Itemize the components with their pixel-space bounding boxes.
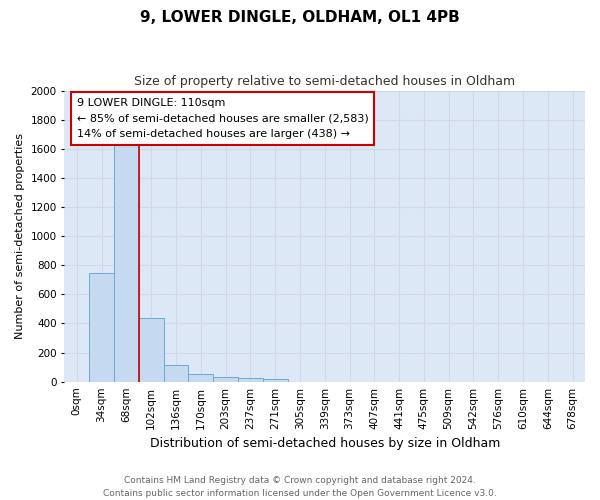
Bar xyxy=(238,378,263,382)
Text: Contains HM Land Registry data © Crown copyright and database right 2024.
Contai: Contains HM Land Registry data © Crown c… xyxy=(103,476,497,498)
Bar xyxy=(139,318,164,382)
Bar xyxy=(263,379,287,382)
Bar xyxy=(89,272,114,382)
Text: 9 LOWER DINGLE: 110sqm
← 85% of semi-detached houses are smaller (2,583)
14% of : 9 LOWER DINGLE: 110sqm ← 85% of semi-det… xyxy=(77,98,368,139)
Y-axis label: Number of semi-detached properties: Number of semi-detached properties xyxy=(15,133,25,339)
Text: 9, LOWER DINGLE, OLDHAM, OL1 4PB: 9, LOWER DINGLE, OLDHAM, OL1 4PB xyxy=(140,10,460,25)
Bar xyxy=(213,378,238,382)
Bar xyxy=(164,365,188,382)
Title: Size of property relative to semi-detached houses in Oldham: Size of property relative to semi-detach… xyxy=(134,75,515,88)
Bar xyxy=(188,374,213,382)
Bar xyxy=(114,144,139,382)
X-axis label: Distribution of semi-detached houses by size in Oldham: Distribution of semi-detached houses by … xyxy=(149,437,500,450)
